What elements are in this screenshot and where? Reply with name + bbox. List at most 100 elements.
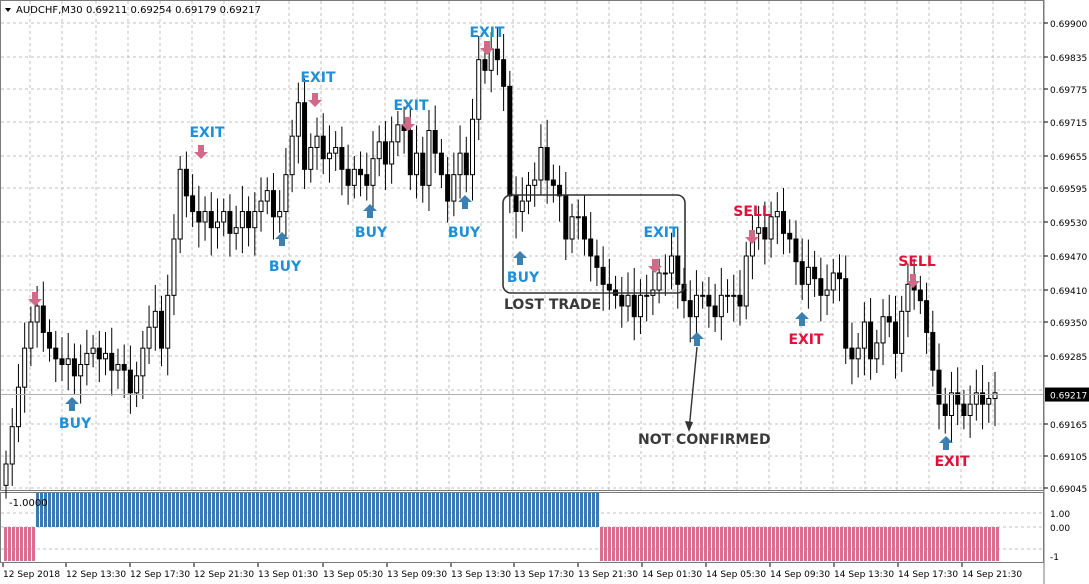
up-arrow-icon <box>65 397 79 411</box>
candle-bull <box>277 211 283 218</box>
histogram-bar-down <box>768 527 771 561</box>
candle-bull <box>65 358 71 366</box>
signal-label-buy: BUY <box>355 225 388 241</box>
price-tick-label: 0.69715 <box>1050 119 1087 129</box>
candle-bear <box>868 321 874 360</box>
histogram-bar-down <box>972 527 975 561</box>
candle-bear <box>600 266 606 285</box>
candle-bull <box>414 152 420 176</box>
histogram-bar-down <box>28 527 31 561</box>
candle-bull <box>326 152 332 160</box>
down-arrow-icon <box>906 274 920 288</box>
candle-bull <box>22 347 28 388</box>
histogram-bar-up <box>76 493 79 527</box>
histogram-bar-up <box>420 493 423 527</box>
candle-bull <box>252 211 258 229</box>
histogram-bar-up <box>260 493 263 527</box>
candle-bull <box>9 426 15 465</box>
histogram-bar-up <box>380 493 383 527</box>
histogram-bar-down <box>16 527 19 561</box>
signal-label-buy: BUY <box>59 416 92 432</box>
up-arrow-shape <box>513 251 527 265</box>
histogram-bar-up <box>292 493 295 527</box>
histogram-bar-up <box>216 493 219 527</box>
histogram-bar-down <box>816 527 819 561</box>
histogram-bar-up <box>368 493 371 527</box>
histogram-bar-down <box>976 527 979 561</box>
histogram-bar-down <box>940 527 943 561</box>
histogram-bar-up <box>512 493 515 527</box>
histogram-bar-up <box>452 493 455 527</box>
candle-bear <box>339 147 345 170</box>
histogram-bar-up <box>500 493 503 527</box>
candle-bear <box>737 294 743 307</box>
candle-bear <box>799 261 805 285</box>
not-confirmed-pointer-head <box>685 421 693 432</box>
candle-bear <box>793 238 799 263</box>
candle-bull <box>824 289 830 296</box>
histogram-bar-down <box>656 527 659 561</box>
candle-bull <box>283 174 289 213</box>
candle-bear <box>302 102 308 170</box>
histogram-bar-up <box>304 493 307 527</box>
histogram-bar-up <box>472 493 475 527</box>
histogram-bar-down <box>696 527 699 561</box>
candle-bull <box>880 316 886 344</box>
signal-label-exit: EXIT <box>788 332 824 348</box>
candle-bear <box>196 211 202 223</box>
candle-bear <box>190 195 196 213</box>
candle-bear <box>886 316 892 323</box>
histogram-bar-up <box>124 493 127 527</box>
indicator-tick-label: -1 <box>1050 553 1059 563</box>
histogram-bar-up <box>104 493 107 527</box>
down-arrow-icon <box>480 41 494 55</box>
histogram-bar-down <box>948 527 951 561</box>
candle-bull <box>333 147 339 154</box>
candle-bull <box>214 221 220 229</box>
candle-bear <box>482 59 488 71</box>
histogram-bar-up <box>128 493 131 527</box>
time-tick-label: 14 Sep 01:30 <box>642 570 702 580</box>
histogram-bar-down <box>996 527 999 561</box>
histogram-bar-down <box>624 527 627 561</box>
annotations: LOST TRADE NOT CONFIRMED <box>502 194 771 448</box>
histogram-bar-down <box>716 527 719 561</box>
histogram-bar-down <box>736 527 739 561</box>
histogram-bar-up <box>144 493 147 527</box>
up-arrow-shape <box>458 195 472 209</box>
histogram-bar-down <box>760 527 763 561</box>
candle-bear <box>407 130 413 176</box>
histogram-bar-down <box>960 527 963 561</box>
symbol-label: AUDCHF,M30 <box>16 5 83 16</box>
candle-bear <box>557 184 563 197</box>
candle-bull <box>625 294 631 307</box>
candle-bear <box>121 364 127 371</box>
candle-bull <box>855 347 861 360</box>
signal-label-exit: EXIT <box>393 98 429 114</box>
histogram-bar-up <box>52 493 55 527</box>
candle-bull <box>700 294 706 297</box>
header-menu-icon[interactable] <box>5 8 11 12</box>
down-arrow-icon <box>308 93 322 107</box>
candle-bull <box>152 310 158 328</box>
time-tick-label: 14 Sep 17:30 <box>898 570 958 580</box>
histogram-bar-up <box>416 493 419 527</box>
histogram-bar-down <box>880 527 883 561</box>
histogram-bar-down <box>604 527 607 561</box>
histogram-bar-up <box>240 493 243 527</box>
histogram-bar-down <box>704 527 707 561</box>
signal-label-exit: EXIT <box>300 70 336 86</box>
histogram-bar-up <box>56 493 59 527</box>
candle-bull <box>973 392 979 405</box>
histogram-bar-up <box>40 493 43 527</box>
histogram-bar-down <box>756 527 759 561</box>
histogram-bar-up <box>44 493 47 527</box>
time-tick-label: 13 Sep 13:30 <box>451 570 511 580</box>
candle-bull <box>525 184 531 202</box>
histogram-bar-up <box>344 493 347 527</box>
candle-bull <box>78 364 84 377</box>
price-tick-label: 0.69900 <box>1050 20 1087 30</box>
histogram-bar-up <box>520 493 523 527</box>
histogram-bar-up <box>96 493 99 527</box>
